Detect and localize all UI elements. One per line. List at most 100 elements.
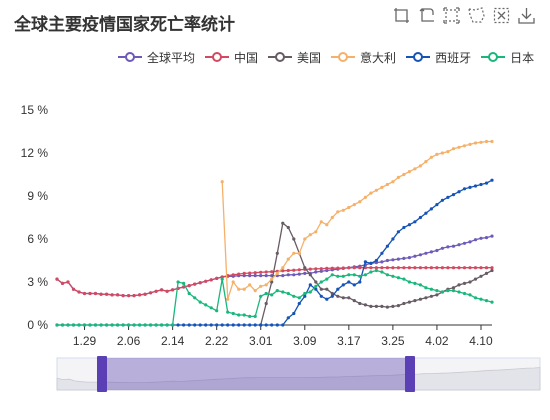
data-point[interactable] [82, 323, 87, 327]
data-point[interactable] [484, 236, 489, 240]
data-point[interactable] [292, 273, 296, 277]
data-point[interactable] [462, 241, 467, 245]
data-point[interactable] [385, 258, 389, 263]
data-point[interactable] [385, 244, 389, 248]
data-point[interactable] [429, 207, 433, 211]
data-point[interactable] [424, 160, 428, 164]
data-point[interactable] [138, 293, 142, 297]
data-point[interactable] [363, 303, 367, 307]
data-point[interactable] [468, 142, 472, 146]
data-point[interactable] [226, 323, 230, 327]
data-point[interactable] [143, 323, 147, 327]
data-point[interactable] [242, 274, 246, 278]
data-point[interactable] [292, 237, 296, 241]
data-point[interactable] [237, 272, 241, 276]
data-point[interactable] [209, 278, 213, 282]
data-point[interactable] [253, 274, 257, 278]
data-point[interactable] [336, 274, 340, 278]
data-point[interactable] [424, 251, 428, 255]
data-point[interactable] [347, 280, 351, 284]
data-point[interactable] [231, 280, 235, 284]
data-point[interactable] [451, 193, 456, 197]
data-point[interactable] [187, 323, 191, 327]
data-point[interactable] [237, 313, 241, 317]
data-point[interactable] [402, 277, 406, 281]
data-point[interactable] [82, 291, 87, 296]
data-point[interactable] [270, 323, 274, 327]
data-point[interactable] [77, 290, 81, 294]
data-point[interactable] [253, 314, 257, 318]
data-point[interactable] [325, 297, 329, 301]
data-point[interactable] [116, 293, 120, 297]
data-point[interactable] [198, 300, 202, 304]
data-point[interactable] [176, 323, 180, 327]
data-point[interactable] [369, 261, 373, 265]
data-point[interactable] [418, 283, 422, 287]
data-point[interactable] [473, 277, 478, 281]
data-point[interactable] [121, 323, 125, 327]
data-point[interactable] [303, 294, 307, 298]
data-point[interactable] [380, 266, 384, 270]
data-point[interactable] [248, 274, 252, 278]
data-point[interactable] [292, 294, 296, 298]
data-point[interactable] [259, 294, 263, 298]
data-point[interactable] [319, 280, 323, 284]
data-point[interactable] [110, 293, 114, 297]
data-point[interactable] [451, 147, 456, 151]
data-point[interactable] [198, 323, 202, 327]
data-zoom-slider[interactable] [56, 356, 541, 392]
data-point[interactable] [231, 323, 235, 327]
data-point[interactable] [473, 238, 478, 242]
data-point[interactable] [396, 257, 400, 261]
data-point[interactable] [473, 141, 478, 145]
data-point[interactable] [418, 253, 422, 257]
data-point[interactable] [275, 323, 279, 327]
data-point[interactable] [407, 266, 411, 270]
data-point[interactable] [336, 294, 340, 298]
series-line[interactable] [220, 139, 494, 301]
data-point[interactable] [264, 323, 268, 327]
data-point[interactable] [55, 323, 59, 327]
data-point[interactable] [314, 284, 318, 288]
data-point[interactable] [429, 155, 433, 159]
data-point[interactable] [424, 296, 428, 300]
data-point[interactable] [479, 266, 483, 270]
data-point[interactable] [429, 287, 433, 291]
data-point[interactable] [264, 274, 268, 278]
legend-item[interactable]: 美国 [268, 49, 321, 66]
data-point[interactable] [242, 313, 246, 317]
data-point[interactable] [314, 287, 318, 291]
data-point[interactable] [479, 297, 483, 301]
data-point[interactable] [242, 271, 246, 275]
data-point[interactable] [314, 267, 318, 271]
data-point[interactable] [446, 289, 450, 293]
data-point[interactable] [363, 195, 367, 199]
data-point[interactable] [484, 299, 489, 303]
data-point[interactable] [93, 323, 98, 327]
data-point[interactable] [286, 268, 290, 273]
data-point[interactable] [380, 260, 384, 264]
data-point[interactable] [358, 266, 362, 270]
data-point[interactable] [242, 323, 246, 327]
data-point[interactable] [242, 287, 246, 291]
data-point[interactable] [253, 289, 257, 293]
data-point[interactable] [220, 323, 224, 327]
data-point[interactable] [374, 188, 378, 192]
data-point[interactable] [121, 294, 125, 298]
data-point[interactable] [154, 323, 158, 327]
data-point[interactable] [198, 281, 202, 285]
data-point[interactable] [270, 270, 274, 274]
data-point[interactable] [424, 266, 428, 270]
data-point[interactable] [363, 273, 367, 277]
data-point[interactable] [116, 323, 120, 327]
data-point[interactable] [303, 266, 307, 270]
data-point[interactable] [429, 266, 433, 270]
data-point[interactable] [457, 145, 461, 149]
data-point[interactable] [369, 304, 373, 308]
data-point[interactable] [446, 150, 450, 154]
data-point[interactable] [330, 266, 334, 270]
data-point[interactable] [451, 286, 456, 290]
data-point[interactable] [484, 271, 489, 275]
data-point[interactable] [215, 276, 219, 280]
data-point[interactable] [308, 273, 312, 277]
